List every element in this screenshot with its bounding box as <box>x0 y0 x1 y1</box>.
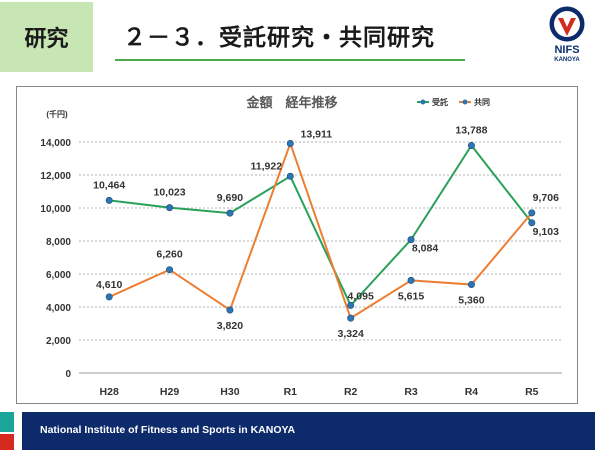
series-line-2 <box>108 140 533 320</box>
x-tick-label: R3 <box>404 386 418 398</box>
logo-name: NIFS <box>554 44 580 56</box>
data-label: 3,324 <box>338 328 364 340</box>
y-tick-label: 12,000 <box>40 171 71 182</box>
data-point <box>226 306 234 314</box>
footer-band <box>22 412 595 450</box>
data-label: 5,615 <box>398 290 424 302</box>
x-tick-label: H28 <box>100 386 119 398</box>
data-label: 8,084 <box>412 243 438 255</box>
x-tick-label: R1 <box>284 386 298 398</box>
data-label: 13,788 <box>455 124 487 136</box>
data-label: 13,911 <box>301 128 333 140</box>
data-point <box>347 301 355 309</box>
data-point <box>528 209 536 217</box>
data-point <box>528 219 536 227</box>
chart-title: 金額 経年推移 <box>245 95 337 110</box>
legend-swatch-point <box>420 99 426 105</box>
line-chart: 金額 経年推移 (千円) 受託 共同 0 2,000 4,000 6,000 8,000… <box>40 95 562 398</box>
footer-text: National Institute of Fitness and Sports… <box>40 424 296 436</box>
x-tick-label: R2 <box>344 386 358 398</box>
legend-label-series-1: 受託 <box>432 97 448 107</box>
data-label: 6,260 <box>156 249 182 261</box>
data-point <box>286 172 294 180</box>
data-point <box>407 276 415 284</box>
title-underline <box>115 59 465 61</box>
x-tick-label: H29 <box>160 386 179 398</box>
y-tick-label: 0 <box>65 369 71 380</box>
legend-label-series-2: 共同 <box>474 97 490 107</box>
data-label: 10,023 <box>154 187 186 199</box>
y-tick-label: 6,000 <box>46 270 71 281</box>
section-tag: 研究 <box>0 2 93 72</box>
series-line-1 <box>109 143 533 308</box>
y-tick-label: 4,000 <box>46 303 71 314</box>
y-tick-label: 14,000 <box>40 138 71 149</box>
footer-bar: National Institute of Fitness and Sports… <box>0 412 595 450</box>
data-point <box>105 293 113 301</box>
y-tick-label: 10,000 <box>40 204 71 215</box>
data-label: 5,360 <box>458 295 484 307</box>
chart-frame: 金額 経年推移 (千円) 受託 共同 0 2,000 4,000 6,000 8,000… <box>16 86 578 404</box>
data-point <box>105 196 113 204</box>
x-tick-label: H30 <box>220 386 239 398</box>
data-label: 10,464 <box>93 179 125 191</box>
slide-title: ２－３．受託研究・共同研究 <box>123 25 435 51</box>
data-point <box>166 266 174 274</box>
legend-swatch-point <box>462 99 468 105</box>
data-point <box>407 236 415 244</box>
nifs-logo <box>547 4 587 68</box>
footer-accent-gap <box>14 412 22 450</box>
data-label: 9,690 <box>217 192 243 204</box>
data-label: 11,922 <box>251 160 283 172</box>
data-point <box>347 314 355 322</box>
y-tick-label: 8,000 <box>46 237 71 248</box>
footer-accent-teal <box>0 412 14 432</box>
data-point <box>467 281 475 289</box>
legend: 受託 共同 <box>417 97 490 107</box>
x-tick-label: R5 <box>525 386 539 398</box>
data-label: 9,103 <box>533 226 559 238</box>
y-unit-label: (千円) <box>46 109 68 119</box>
footer-accent-red <box>0 434 14 450</box>
data-label: 4,095 <box>348 290 374 302</box>
data-label: 9,706 <box>533 192 559 204</box>
data-label: 3,820 <box>217 320 243 332</box>
data-point <box>226 209 234 217</box>
x-tick-label: R4 <box>465 386 479 398</box>
data-label: 4,610 <box>96 279 122 291</box>
logo-subtitle: KANOYA <box>554 57 580 63</box>
data-point <box>286 139 294 147</box>
data-point <box>166 204 174 212</box>
y-tick-label: 2,000 <box>46 336 71 347</box>
data-point <box>467 141 475 149</box>
